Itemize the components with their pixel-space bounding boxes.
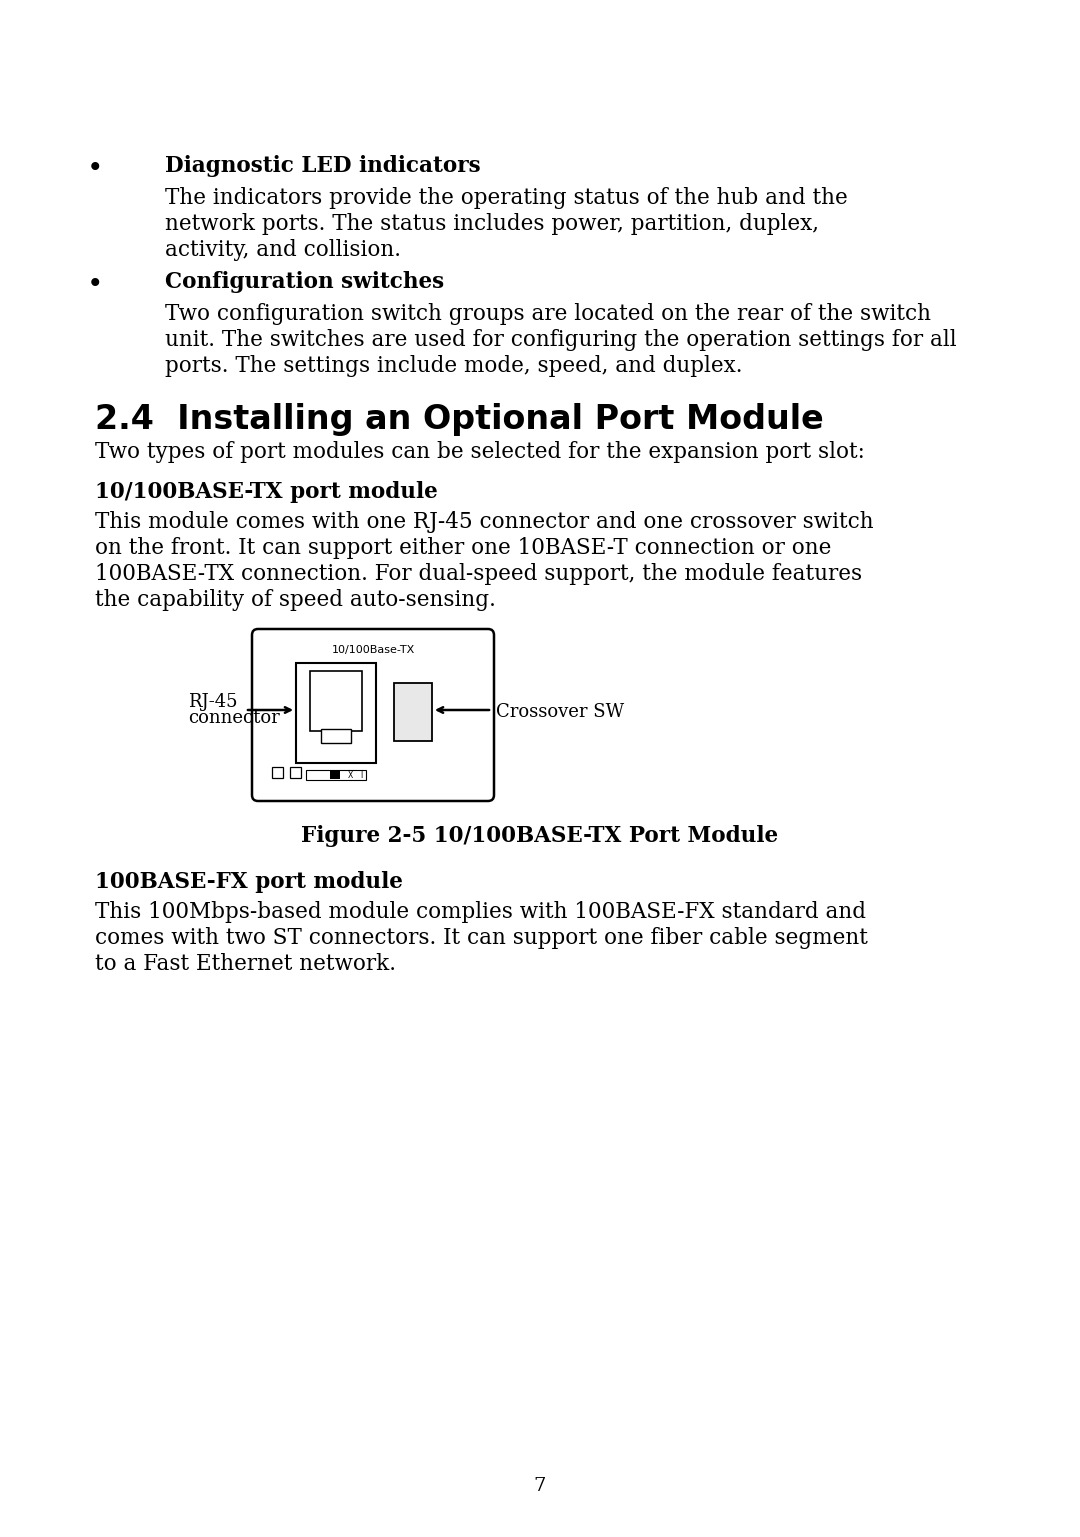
Bar (296, 662, 376, 762)
Text: •: • (87, 274, 103, 295)
Bar (310, 672, 362, 732)
Text: 10/100Base-TX: 10/100Base-TX (332, 646, 415, 655)
Text: 100BASE-TX connection. For dual-speed support, the module features: 100BASE-TX connection. For dual-speed su… (95, 563, 862, 586)
Text: The indicators provide the operating status of the hub and the: The indicators provide the operating sta… (165, 188, 848, 209)
Text: activity, and collision.: activity, and collision. (165, 238, 401, 261)
Text: 2.4  Installing an Optional Port Module: 2.4 Installing an Optional Port Module (95, 403, 824, 437)
Text: RJ-45: RJ-45 (188, 693, 238, 712)
Bar (291, 767, 301, 778)
Text: X: X (348, 770, 353, 779)
Text: Figure 2-5 10/100BASE-TX Port Module: Figure 2-5 10/100BASE-TX Port Module (301, 825, 779, 847)
Text: Diagnostic LED indicators: Diagnostic LED indicators (165, 155, 481, 177)
Text: •: • (87, 157, 103, 178)
Text: 10/100BASE-TX port module: 10/100BASE-TX port module (95, 481, 437, 503)
Text: the capability of speed auto-sensing.: the capability of speed auto-sensing. (95, 589, 496, 612)
Text: Crossover SW: Crossover SW (496, 702, 624, 721)
Bar (306, 770, 366, 779)
Bar (394, 682, 432, 741)
Text: I: I (360, 770, 362, 779)
Text: on the front. It can support either one 10BASE-T connection or one: on the front. It can support either one … (95, 536, 832, 559)
Text: to a Fast Ethernet network.: to a Fast Ethernet network. (95, 953, 396, 974)
Text: This module comes with one RJ-45 connector and one crossover switch: This module comes with one RJ-45 connect… (95, 510, 874, 533)
Text: connector: connector (188, 709, 280, 727)
Bar (321, 729, 351, 742)
Text: Configuration switches: Configuration switches (165, 271, 444, 294)
Text: 100BASE-FX port module: 100BASE-FX port module (95, 871, 403, 893)
Text: Two types of port modules can be selected for the expansion port slot:: Two types of port modules can be selecte… (95, 441, 865, 463)
Bar (330, 772, 340, 779)
Text: 7: 7 (534, 1477, 546, 1496)
FancyBboxPatch shape (252, 629, 494, 801)
Text: network ports. The status includes power, partition, duplex,: network ports. The status includes power… (165, 214, 819, 235)
Text: Two configuration switch groups are located on the rear of the switch: Two configuration switch groups are loca… (165, 303, 931, 324)
Text: ports. The settings include mode, speed, and duplex.: ports. The settings include mode, speed,… (165, 355, 743, 377)
Text: comes with two ST connectors. It can support one fiber cable segment: comes with two ST connectors. It can sup… (95, 927, 868, 948)
Bar (272, 767, 283, 778)
Text: unit. The switches are used for configuring the operation settings for all: unit. The switches are used for configur… (165, 329, 957, 350)
Text: This 100Mbps-based module complies with 100BASE-FX standard and: This 100Mbps-based module complies with … (95, 901, 866, 924)
